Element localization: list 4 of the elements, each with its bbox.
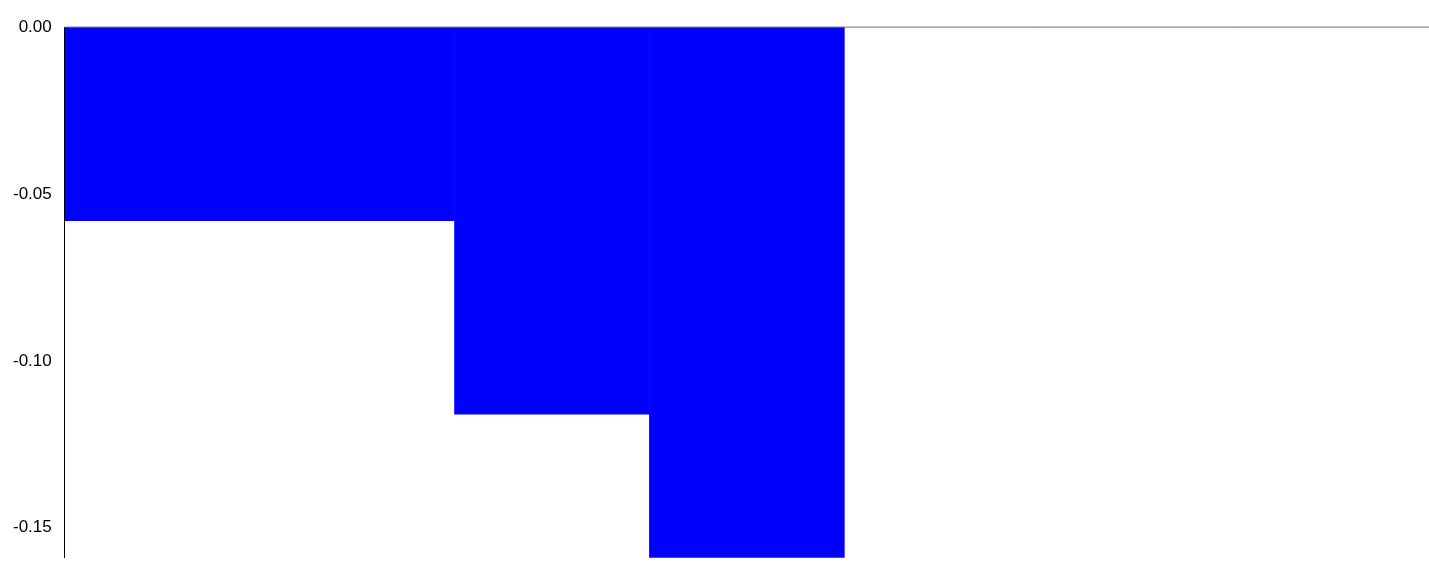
y-tick-label: -0.05	[13, 183, 52, 203]
y-tick-label: -0.15	[13, 517, 52, 537]
y-tick-label: 0.00	[18, 16, 52, 36]
y-tick-label: -0.10	[13, 350, 52, 370]
